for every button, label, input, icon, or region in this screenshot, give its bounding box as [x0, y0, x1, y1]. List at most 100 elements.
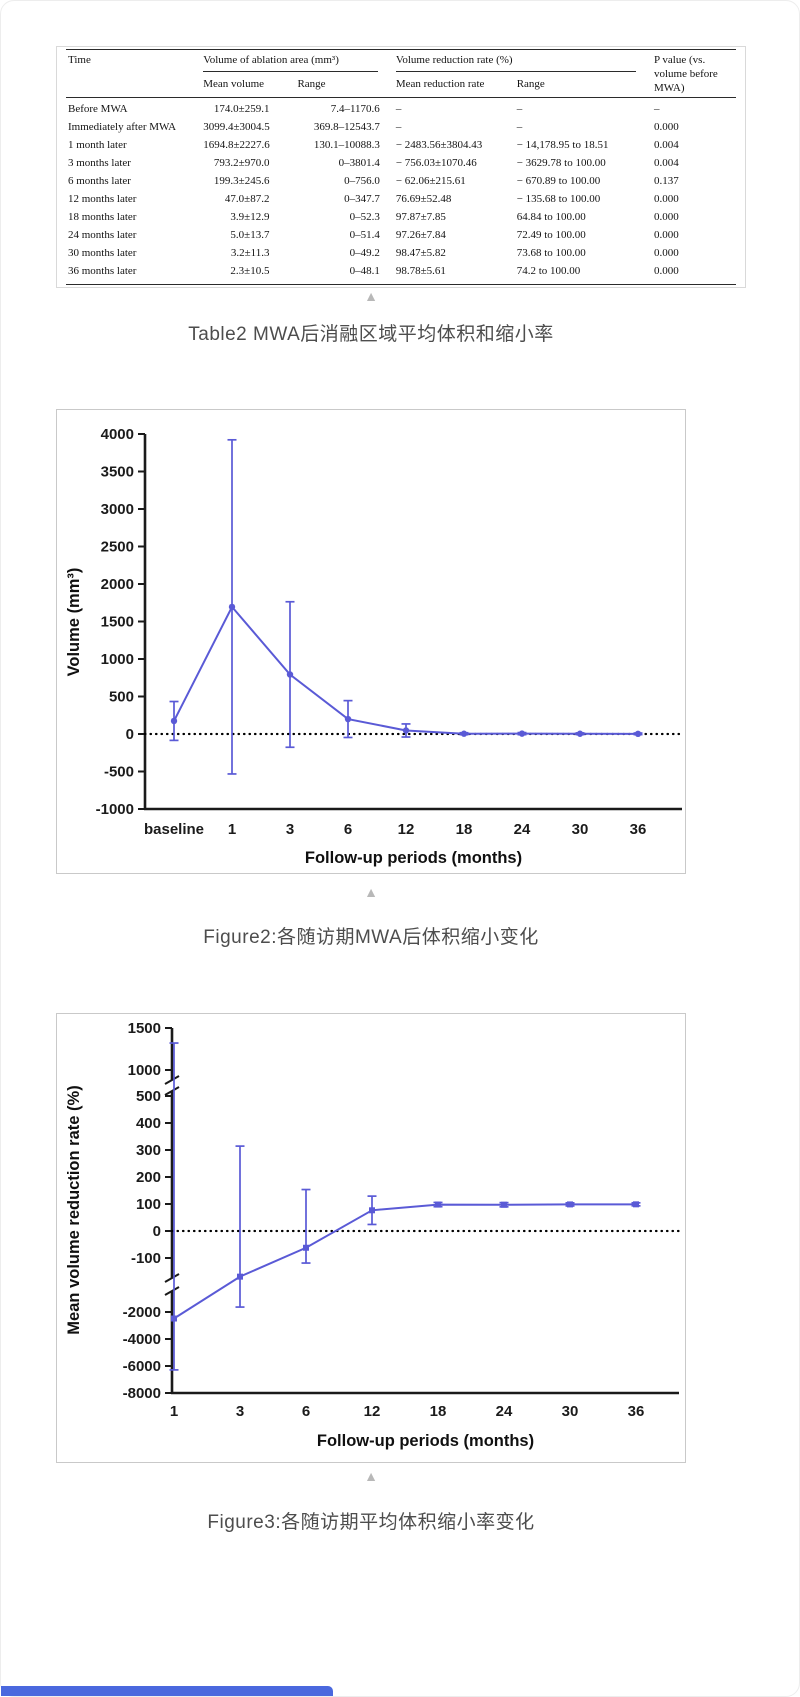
table-cell: 2.3±10.5 [230, 264, 270, 277]
bottom-blue-bar[interactable] [1, 1686, 333, 1696]
y-axis-label: Mean volume reduction rate (%) [65, 1085, 83, 1334]
data-point [344, 715, 352, 723]
axis-break-mark [164, 1086, 180, 1096]
table-cell: – [653, 103, 660, 116]
col-header-reduction-range: Range [514, 73, 652, 99]
table-cell: 3 months later [68, 157, 131, 170]
table-cell: 6 months later [68, 175, 131, 188]
x-tick-label: 1 [228, 821, 236, 838]
y-tick-label: 500 [136, 1088, 161, 1105]
y-tick-label: 2000 [101, 576, 134, 593]
y-tick-label: 1500 [101, 614, 134, 631]
table-cell: 0.004 [653, 139, 679, 152]
data-point [518, 730, 526, 737]
table-cell: 5.0±13.7 [230, 228, 270, 241]
results-table-card: Time Volume of ablation area (mm³) Volum… [56, 46, 746, 288]
table-collapse-icon[interactable]: ▲ [364, 288, 378, 304]
table-cell: 74.2 to 100.00 [516, 264, 581, 277]
data-point [402, 727, 410, 734]
data-point [633, 1201, 639, 1208]
y-tick-label: 1500 [128, 1020, 161, 1037]
table-cell: 47.0±87.2 [224, 193, 270, 206]
y-axis-label: Volume (mm³) [65, 568, 83, 677]
y-tick-label: 1000 [101, 651, 134, 668]
data-point [460, 730, 468, 737]
table-cell: 24 months later [68, 228, 137, 241]
col-header-time: Time [66, 49, 202, 99]
table-cell: − 14,178.95 to 18.51 [516, 139, 609, 152]
table-cell: 0.137 [653, 175, 679, 188]
y-tick-label: 4000 [101, 426, 134, 443]
table-cell: 12 months later [68, 193, 137, 206]
table-cell: 130.1–10088.3 [313, 139, 380, 152]
table-cell: 0.004 [653, 157, 679, 170]
table-sub-header-row: Mean volume Range Mean reduction rate Ra… [66, 73, 736, 99]
data-point [170, 717, 178, 725]
table-cell: 0–347.7 [344, 193, 380, 206]
table-cell: 0–51.4 [349, 228, 380, 241]
data-line [173, 605, 639, 735]
table-cell: 3.9±12.9 [230, 210, 270, 223]
ablation-results-table: Time Volume of ablation area (mm³) Volum… [66, 49, 736, 285]
x-axis-label: Follow-up periods (months) [317, 1432, 534, 1450]
axis-break-mark [164, 1286, 180, 1296]
table-row: 3 months later 793.2±970.0 0–3801.4 − 756.0… [66, 155, 736, 173]
x-tick-label: 24 [496, 1403, 513, 1420]
data-point [228, 603, 236, 611]
table-cell: 7.4–1170.6 [330, 103, 380, 116]
y-tick-label: 0 [153, 1223, 161, 1240]
y-tick-label: 1000 [128, 1062, 161, 1079]
table-row: Before MWA 174.0±259.1 7.4–1170.6 – – – [66, 98, 736, 119]
y-tick-label: 400 [136, 1115, 161, 1132]
table-row: 18 months later 3.9±12.9 0–52.3 97.87±7.85 6… [66, 208, 736, 226]
y-tick-label: -6000 [123, 1358, 161, 1375]
table-group-header-row: Time Volume of ablation area (mm³) Volum… [66, 49, 736, 99]
table-cell: 97.26±7.84 [395, 228, 446, 241]
y-tick-label: -4000 [123, 1331, 161, 1348]
col-header-p-value: P value (vs. volume before MWA) [651, 49, 736, 99]
table-cell: 18 months later [68, 210, 137, 223]
data-point [303, 1244, 309, 1251]
table-row: 1 month later 1694.8±2227.6 130.1–10088.3 −… [66, 137, 736, 155]
data-point [501, 1201, 507, 1208]
x-tick-label: 12 [398, 821, 415, 838]
y-tick-label: 2500 [101, 539, 134, 556]
data-point [435, 1201, 441, 1208]
x-tick-label: 36 [630, 821, 647, 838]
table-cell: 1 month later [68, 139, 127, 152]
table-cell: 0–3801.4 [338, 157, 380, 170]
figure3-collapse-icon[interactable]: ▲ [364, 1468, 378, 1484]
y-tick-label: -1000 [96, 801, 134, 818]
y-tick-label: -2000 [123, 1304, 161, 1321]
table-caption: Table2 MWA后消融区域平均体积和缩小率 [188, 324, 554, 345]
data-point [237, 1273, 243, 1280]
x-tick-label: 6 [302, 1403, 310, 1420]
figure2-chart: -1000 -500 0 500 1000 1500 2000 2500 3000 3500 400… [65, 426, 684, 867]
figure2-collapse-icon[interactable]: ▲ [364, 884, 378, 900]
table-cell: 0.000 [653, 121, 679, 134]
x-tick-label: 30 [562, 1403, 579, 1420]
table-row: 6 months later 199.3±245.6 0–756.0 − 62.06±… [66, 173, 736, 191]
col-header-mean-volume: Mean volume [201, 73, 296, 99]
y-tick-label: 100 [136, 1196, 161, 1213]
table-cell: − 62.06±215.61 [395, 175, 466, 188]
table-cell: 3.2±11.3 [230, 246, 270, 259]
table-cell: 36 months later [68, 264, 137, 277]
table-cell: 0–52.3 [349, 210, 380, 223]
table-cell: 73.68 to 100.00 [516, 246, 586, 259]
y-tick-label: -8000 [123, 1385, 161, 1402]
x-tick-label: 24 [514, 821, 531, 838]
table-cell: 1694.8±2227.6 [203, 139, 270, 152]
table-cell: 199.3±245.6 [213, 175, 270, 188]
axis-break-mark [164, 1273, 180, 1283]
x-tick-label: 12 [364, 1403, 381, 1420]
x-tick-label: 36 [628, 1403, 645, 1420]
table-row: Immediately after MWA 3099.4±3004.5 369.8–… [66, 119, 736, 137]
y-tick-label: -500 [104, 764, 134, 781]
table-cell: 793.2±970.0 [213, 157, 270, 170]
y-tick-label: 500 [109, 689, 134, 706]
table-cell: 0–49.2 [349, 246, 380, 259]
data-point [369, 1207, 375, 1214]
table-row: 12 months later 47.0±87.2 0–347.7 76.69±52.… [66, 191, 736, 209]
x-tick-label: 1 [170, 1403, 178, 1420]
